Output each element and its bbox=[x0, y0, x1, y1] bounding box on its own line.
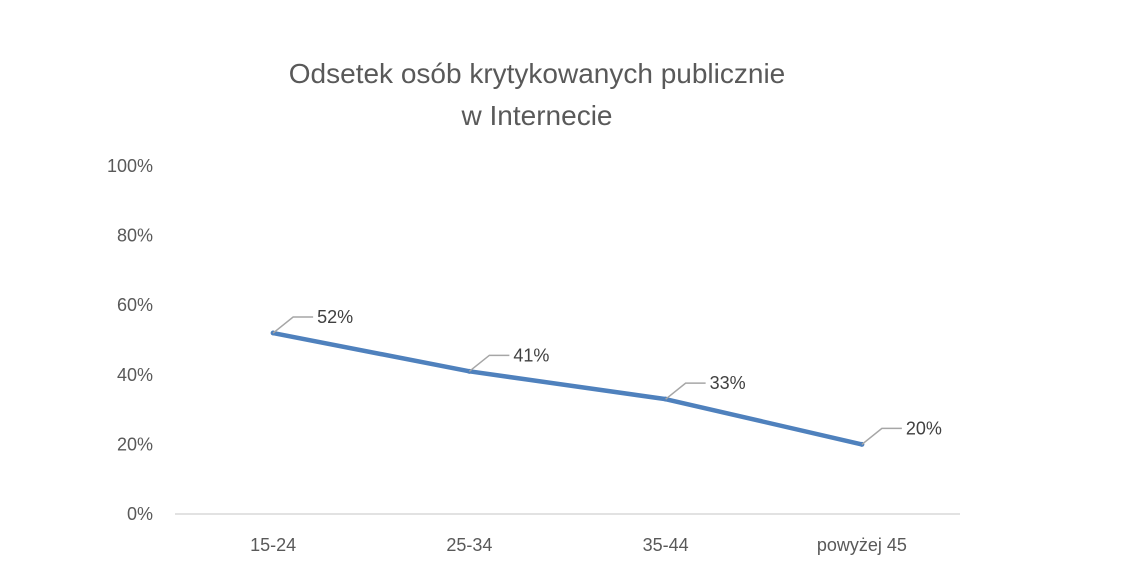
x-tick-label: 15-24 bbox=[250, 535, 296, 555]
y-tick-label: 80% bbox=[117, 226, 153, 246]
y-axis-labels: 0% 20% 40% 60% 80% 100% bbox=[107, 156, 153, 524]
y-tick-label: 100% bbox=[107, 156, 153, 176]
x-tick-label: 35-44 bbox=[643, 535, 689, 555]
data-label: 52% bbox=[317, 307, 353, 327]
data-label: 20% bbox=[906, 418, 942, 438]
leader-line bbox=[272, 316, 314, 334]
series-line bbox=[270, 330, 865, 447]
y-tick-label: 60% bbox=[117, 295, 153, 315]
chart-subtitle: w Internecie bbox=[461, 100, 613, 131]
data-label: 41% bbox=[513, 345, 549, 365]
data-label: 33% bbox=[710, 373, 746, 393]
leader-line bbox=[861, 427, 902, 445]
y-tick-label: 20% bbox=[117, 434, 153, 454]
x-axis-labels: 15-24 25-34 35-44 powyżej 45 bbox=[250, 535, 907, 555]
y-tick-label: 0% bbox=[127, 504, 153, 524]
leader-line bbox=[665, 382, 706, 400]
data-labels: 52% 41% 33% 20% bbox=[272, 307, 942, 445]
y-tick-label: 40% bbox=[117, 365, 153, 385]
x-tick-label: 25-34 bbox=[446, 535, 492, 555]
series-group bbox=[270, 330, 865, 447]
x-tick-label: powyżej 45 bbox=[817, 535, 907, 555]
leader-line bbox=[468, 354, 510, 372]
chart-title: Odsetek osób krytykowanych publicznie bbox=[289, 58, 785, 89]
